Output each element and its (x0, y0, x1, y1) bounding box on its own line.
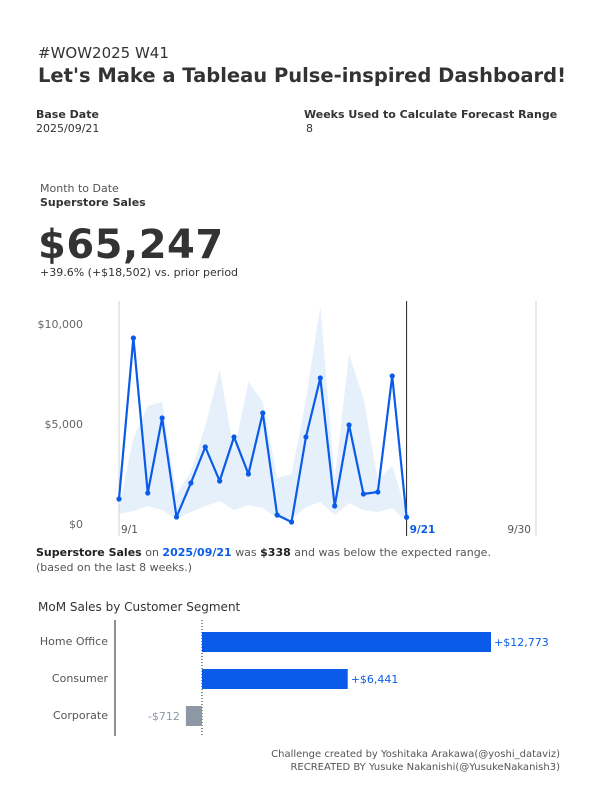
summary-on: on (145, 546, 159, 559)
sales-point[interactable] (288, 519, 295, 525)
sales-point[interactable] (375, 489, 381, 495)
sales-point[interactable] (217, 478, 223, 484)
segment-chart-title: MoM Sales by Customer Segment (38, 600, 241, 614)
summary-amount: $338 (260, 546, 291, 559)
sales-point[interactable] (202, 444, 208, 450)
summary-was: was (235, 546, 257, 559)
hashtag: #WOW2025 W41 (38, 44, 169, 62)
segment-value-label: +$6,441 (351, 673, 399, 686)
segment-value-label: +$12,773 (494, 636, 549, 649)
sales-point[interactable] (389, 373, 395, 379)
y-tick-label: $5,000 (45, 418, 84, 431)
sales-point[interactable] (145, 490, 151, 496)
kpi-value: $65,247 (38, 222, 224, 268)
segment-bar-chart: +$12,773 +$6,441 -$712 (114, 620, 549, 736)
summary-measure: Superstore Sales (36, 546, 142, 559)
segment-bar[interactable] (202, 632, 491, 652)
sales-point[interactable] (346, 422, 352, 428)
sales-point[interactable] (159, 415, 165, 421)
weeks-value[interactable]: 8 (306, 122, 313, 135)
y-tick-label: $0 (69, 518, 83, 531)
sales-line-chart: $0 $5,000 $10,000 9/1 9/21 9/30 (38, 301, 537, 536)
x-tick-label: 9/30 (507, 524, 531, 536)
sales-point[interactable] (116, 496, 122, 502)
segment-bar[interactable] (202, 669, 348, 689)
sales-point[interactable] (274, 512, 280, 518)
summary-note: (based on the last 8 weeks.) (36, 561, 192, 574)
segment-value-label: -$712 (148, 710, 180, 723)
segment-category-label: Home Office (39, 635, 108, 648)
sales-point[interactable] (130, 335, 136, 341)
page-title: Let's Make a Tableau Pulse-inspired Dash… (38, 64, 566, 87)
sales-point[interactable] (317, 375, 323, 381)
sales-point[interactable] (188, 480, 194, 486)
x-tick-label: 9/21 (410, 524, 436, 536)
kpi-measure: Superstore Sales (40, 196, 146, 209)
segment-category-label: Corporate (53, 709, 108, 722)
summary-text-rest: and was below the expected range. (294, 546, 491, 559)
sales-point[interactable] (303, 434, 309, 440)
credit-line-2: RECREATED BY Yusuke Nakanishi(@YusukeNak… (290, 762, 560, 773)
credit-line-1: Challenge created by Yoshitaka Arakawa(@… (271, 749, 560, 760)
segment-category-label: Consumer (51, 672, 108, 685)
y-tick-label: $10,000 (38, 318, 84, 331)
sales-point[interactable] (231, 434, 237, 440)
sales-point[interactable] (245, 471, 252, 477)
kpi-period: Month to Date (40, 182, 119, 195)
weeks-label: Weeks Used to Calculate Forecast Range (304, 108, 558, 121)
base-date-value[interactable]: 2025/09/21 (36, 122, 100, 135)
summary-date: 2025/09/21 (162, 546, 232, 559)
sales-point[interactable] (360, 491, 367, 497)
sales-point[interactable] (332, 503, 338, 509)
base-date-label: Base Date (36, 108, 99, 121)
sales-point[interactable] (403, 514, 410, 520)
x-tick-label: 9/1 (121, 524, 138, 536)
summary-text: Superstore Sales on 2025/09/21 was $338 … (36, 545, 491, 575)
sales-point[interactable] (260, 410, 266, 416)
sales-point[interactable] (173, 514, 180, 520)
segment-bar[interactable] (185, 706, 202, 726)
kpi-change: +39.6% (+$18,502) vs. prior period (40, 266, 239, 279)
